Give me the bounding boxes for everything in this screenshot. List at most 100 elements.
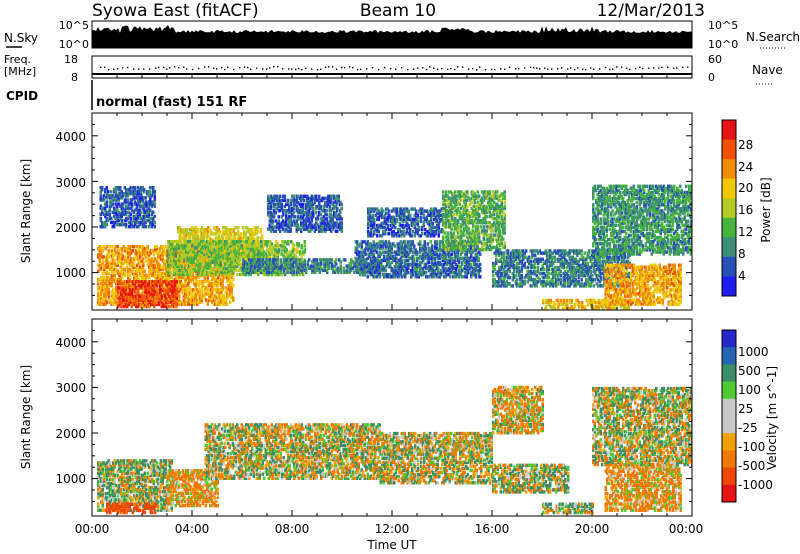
heatmap-cell [154, 271, 157, 276]
heatmap-cell [241, 226, 244, 230]
heatmap-cell [143, 277, 146, 282]
noise-y-tick-top: 10^5 [59, 19, 89, 32]
heatmap-cell [268, 198, 271, 203]
heatmap-cell [167, 262, 170, 266]
heatmap-cell [378, 246, 381, 250]
heatmap-cell [215, 242, 218, 246]
heatmap-cell [297, 258, 300, 262]
heatmap-cell [149, 249, 152, 253]
heatmap-cell [158, 255, 161, 259]
heatmap-cell [230, 250, 233, 254]
heatmap-cell [133, 290, 136, 294]
nave-point [518, 67, 520, 70]
heatmap-cell [98, 257, 101, 261]
heatmap-cell [225, 226, 228, 230]
heatmap-cell [378, 264, 381, 269]
heatmap-cell [357, 250, 360, 254]
heatmap-cell [251, 270, 254, 275]
heatmap-cell [117, 290, 120, 294]
heatmap-cell [180, 244, 183, 248]
heatmap-cell [116, 261, 119, 265]
heatmap-cell [163, 277, 166, 282]
heatmap-cell [182, 261, 185, 265]
heatmap-cell [103, 277, 106, 282]
heatmap-cell [369, 250, 372, 254]
heatmap-cell [177, 272, 180, 277]
heatmap-cell [237, 252, 240, 256]
heatmap-cell [147, 296, 150, 300]
heatmap-cell [218, 244, 221, 248]
heatmap-cell [205, 228, 208, 232]
heatmap-cell [354, 258, 357, 263]
heatmap-cell [297, 244, 300, 248]
heatmap-cell [331, 206, 334, 211]
heatmap-cell [174, 248, 177, 252]
heatmap-cell [187, 234, 190, 238]
heatmap-cell [174, 266, 177, 271]
heatmap-cell [282, 244, 285, 248]
heatmap-cell [306, 209, 309, 213]
heatmap-cell [189, 248, 192, 252]
heatmap-cell [339, 209, 342, 213]
heatmap-cell [101, 279, 104, 284]
heatmap-cell [269, 254, 272, 258]
heatmap-cell [229, 286, 232, 290]
heatmap-cell [278, 268, 281, 273]
heatmap-cell [296, 268, 299, 273]
heatmap-cell [275, 272, 278, 277]
heatmap-cell [155, 259, 158, 263]
heatmap-cell [326, 260, 329, 264]
heatmap-cell [203, 260, 206, 264]
heatmap-cell [207, 254, 210, 258]
heatmap-cell [246, 268, 249, 272]
heatmap-cell [255, 252, 258, 256]
heatmap-cell [240, 252, 243, 256]
heatmap-cell [97, 292, 100, 296]
heatmap-cell [260, 240, 263, 244]
heatmap-cell [163, 288, 166, 292]
heatmap-cell [220, 300, 223, 304]
heatmap-cell [190, 296, 193, 300]
heatmap-cell [205, 286, 208, 290]
heatmap-cell [142, 273, 145, 278]
heatmap-cell [371, 260, 374, 265]
heatmap-cell [167, 242, 170, 246]
heatmap-cell [132, 282, 135, 286]
heatmap-cell [163, 263, 166, 267]
heatmap-cell [104, 296, 107, 300]
heatmap-cell [231, 250, 234, 254]
heatmap-cell [260, 266, 263, 271]
heatmap-cell [192, 250, 195, 254]
heatmap-cell [284, 240, 287, 244]
heatmap-cell [210, 270, 213, 275]
heatmap-cell [351, 266, 354, 270]
heatmap-cell [313, 223, 316, 227]
heatmap-cell [303, 248, 306, 252]
heatmap-cell [184, 292, 187, 296]
nave-point [282, 68, 284, 70]
heatmap-cell [207, 248, 210, 252]
heatmap-cell [171, 246, 174, 250]
heatmap-cell [166, 277, 169, 282]
heatmap-cell [188, 292, 191, 296]
heatmap-cell [297, 250, 300, 254]
heatmap-cell [176, 300, 179, 304]
heatmap-cell [149, 267, 152, 271]
heatmap-cell [339, 270, 342, 274]
heatmap-cell [154, 298, 157, 302]
heatmap-cell [100, 265, 103, 269]
heatmap-cell [110, 279, 113, 284]
heatmap-cell [410, 269, 413, 273]
heatmap-cell [171, 262, 174, 266]
heatmap-cell [166, 292, 169, 296]
heatmap-cell [115, 245, 118, 249]
heatmap-cell [120, 288, 123, 292]
heatmap-cell [140, 282, 143, 286]
heatmap-cell [291, 213, 294, 217]
heatmap-cell [121, 263, 124, 267]
heatmap-cell [186, 230, 189, 234]
heatmap-cell [377, 254, 380, 258]
heatmap-cell [283, 194, 286, 198]
heatmap-cell [220, 273, 223, 278]
heatmap-cell [285, 217, 288, 221]
